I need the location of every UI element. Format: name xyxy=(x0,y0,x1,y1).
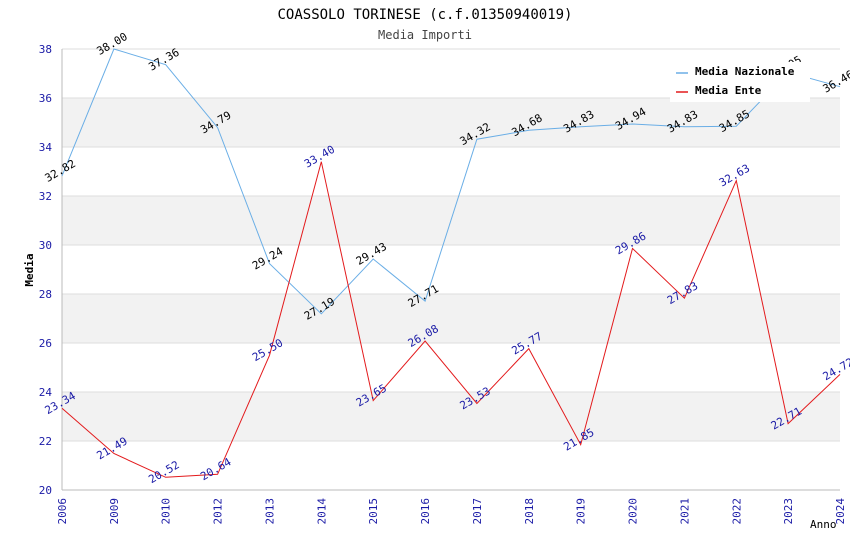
y-tick-label: 30 xyxy=(39,239,52,252)
y-axis-ticks: 20 22 24 26 28 30 32 34 36 38 xyxy=(39,43,53,497)
y-tick-label: 38 xyxy=(39,43,52,56)
axes xyxy=(61,49,840,491)
x-tick-label: 2024 xyxy=(834,498,847,525)
series-line-media-ente xyxy=(61,161,841,478)
plot-band xyxy=(62,245,840,294)
x-tick-label: 2020 xyxy=(627,498,640,525)
legend: Media Nazionale Media Ente xyxy=(670,62,810,102)
x-tick-label: 2013 xyxy=(263,498,276,525)
y-tick-label: 22 xyxy=(39,435,52,448)
y-tick-label: 32 xyxy=(39,190,52,203)
legend-label-media-ente: Media Ente xyxy=(695,84,762,97)
plot-band xyxy=(62,392,840,441)
series-lines xyxy=(61,48,841,478)
x-axis-label: Anno xyxy=(810,518,837,531)
x-tick-label: 2019 xyxy=(575,498,588,525)
plot-band xyxy=(62,441,840,490)
plot-band xyxy=(62,98,840,147)
y-tick-label: 34 xyxy=(39,141,53,154)
plot-background-bands xyxy=(62,49,840,490)
x-tick-label: 2016 xyxy=(419,498,432,525)
x-tick-label: 2017 xyxy=(471,498,484,525)
series-line-media-nazionale xyxy=(61,48,841,315)
x-tick-label: 2018 xyxy=(523,498,536,525)
legend-label-media-nazionale: Media Nazionale xyxy=(695,65,795,78)
plot-band xyxy=(62,294,840,343)
x-tick-label: 2022 xyxy=(730,498,743,525)
x-tick-label: 2015 xyxy=(367,498,380,525)
x-tick-label: 2006 xyxy=(56,498,69,525)
x-tick-label: 2010 xyxy=(160,498,173,525)
chart-subtitle: Media Importi xyxy=(378,28,472,42)
x-tick-label: 2014 xyxy=(315,498,328,525)
y-tick-label: 20 xyxy=(39,484,52,497)
x-tick-label: 2021 xyxy=(678,498,691,525)
y-tick-label: 24 xyxy=(39,386,53,399)
y-tick-label: 26 xyxy=(39,337,52,350)
x-tick-label: 2009 xyxy=(108,498,121,525)
chart-title: COASSOLO TORINESE (c.f.01350940019) xyxy=(277,7,572,23)
x-axis-ticks: 2006 2009 2010 2012 2013 2014 2015 2016 2017 2018… xyxy=(56,498,847,525)
gridlines xyxy=(62,48,840,491)
legend-background xyxy=(670,62,810,102)
y-axis-label: Media xyxy=(23,253,36,286)
x-tick-label: 2023 xyxy=(782,498,795,525)
plot-band xyxy=(62,343,840,392)
y-tick-label: 36 xyxy=(39,92,52,105)
x-tick-label: 2012 xyxy=(212,498,225,525)
y-tick-label: 28 xyxy=(39,288,52,301)
plot-band xyxy=(62,147,840,196)
